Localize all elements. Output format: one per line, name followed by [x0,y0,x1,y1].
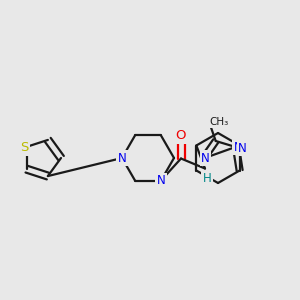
Text: N: N [237,141,246,154]
Text: CH₃: CH₃ [209,117,229,127]
Text: N: N [201,152,210,165]
Text: O: O [176,129,186,142]
Text: N: N [118,152,126,164]
Text: S: S [20,141,29,154]
Text: N: N [238,142,247,155]
Text: N: N [157,174,165,187]
Text: H: H [202,172,211,185]
Text: N: N [234,141,242,154]
